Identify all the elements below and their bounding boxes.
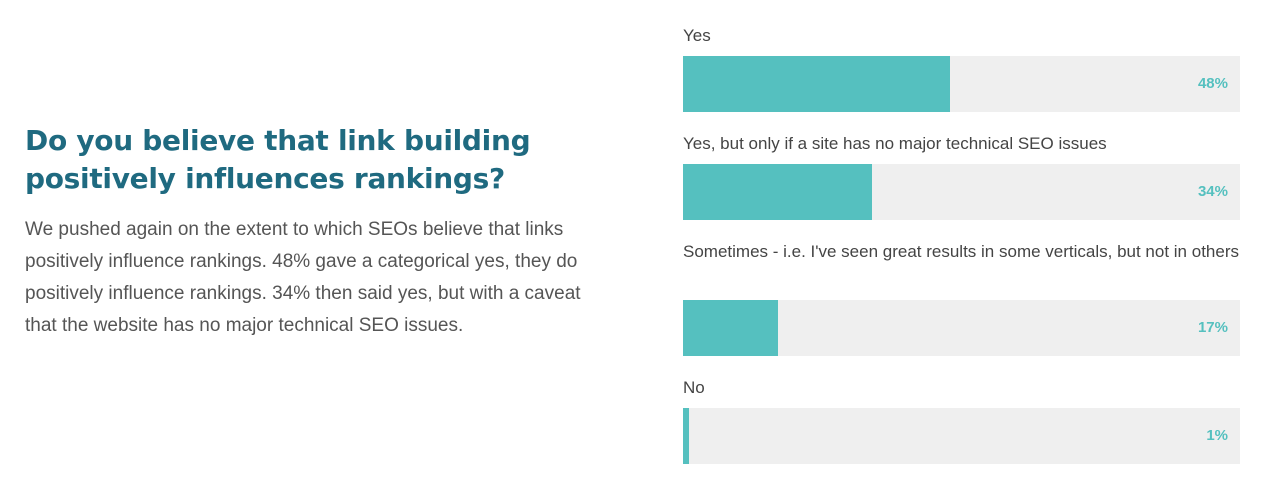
bar-category-label: Yes, but only if a site has no major tec… bbox=[683, 134, 1107, 153]
bar-track: 17% bbox=[683, 300, 1240, 356]
poll-bar-chart: Yes 48% Yes, but only if a site has no maj… bbox=[683, 0, 1240, 479]
bar-value-label: 48% bbox=[1197, 75, 1228, 92]
bar-track: 1% bbox=[683, 408, 1240, 464]
article-intro: Do you believe that link building positi… bbox=[25, 122, 605, 342]
bar-track: 34% bbox=[683, 164, 1240, 220]
bar-item: Yes 48% bbox=[683, 22, 1240, 112]
bar-value-label: 1% bbox=[1206, 427, 1228, 444]
bar-fill bbox=[683, 164, 873, 220]
bar-fill bbox=[683, 408, 689, 464]
bar-value-label: 17% bbox=[1197, 319, 1228, 336]
bar-category-label: Sometimes - i.e. I've seen great results… bbox=[683, 242, 1239, 261]
bar-fill bbox=[683, 300, 778, 356]
bar-item: Yes, but only if a site has no major tec… bbox=[683, 130, 1240, 220]
page-title: Do you believe that link building positi… bbox=[25, 124, 531, 195]
bar-category-label: Yes bbox=[683, 26, 711, 45]
bar-item: Sometimes - i.e. I've seen great results… bbox=[683, 238, 1240, 356]
bar-item: No 1% bbox=[683, 374, 1240, 464]
bar-value-label: 34% bbox=[1197, 183, 1228, 200]
bar-category-label: No bbox=[683, 378, 705, 397]
article-body: We pushed again on the extent to which S… bbox=[25, 219, 581, 336]
bar-fill bbox=[683, 56, 951, 112]
bar-track: 48% bbox=[683, 56, 1240, 112]
